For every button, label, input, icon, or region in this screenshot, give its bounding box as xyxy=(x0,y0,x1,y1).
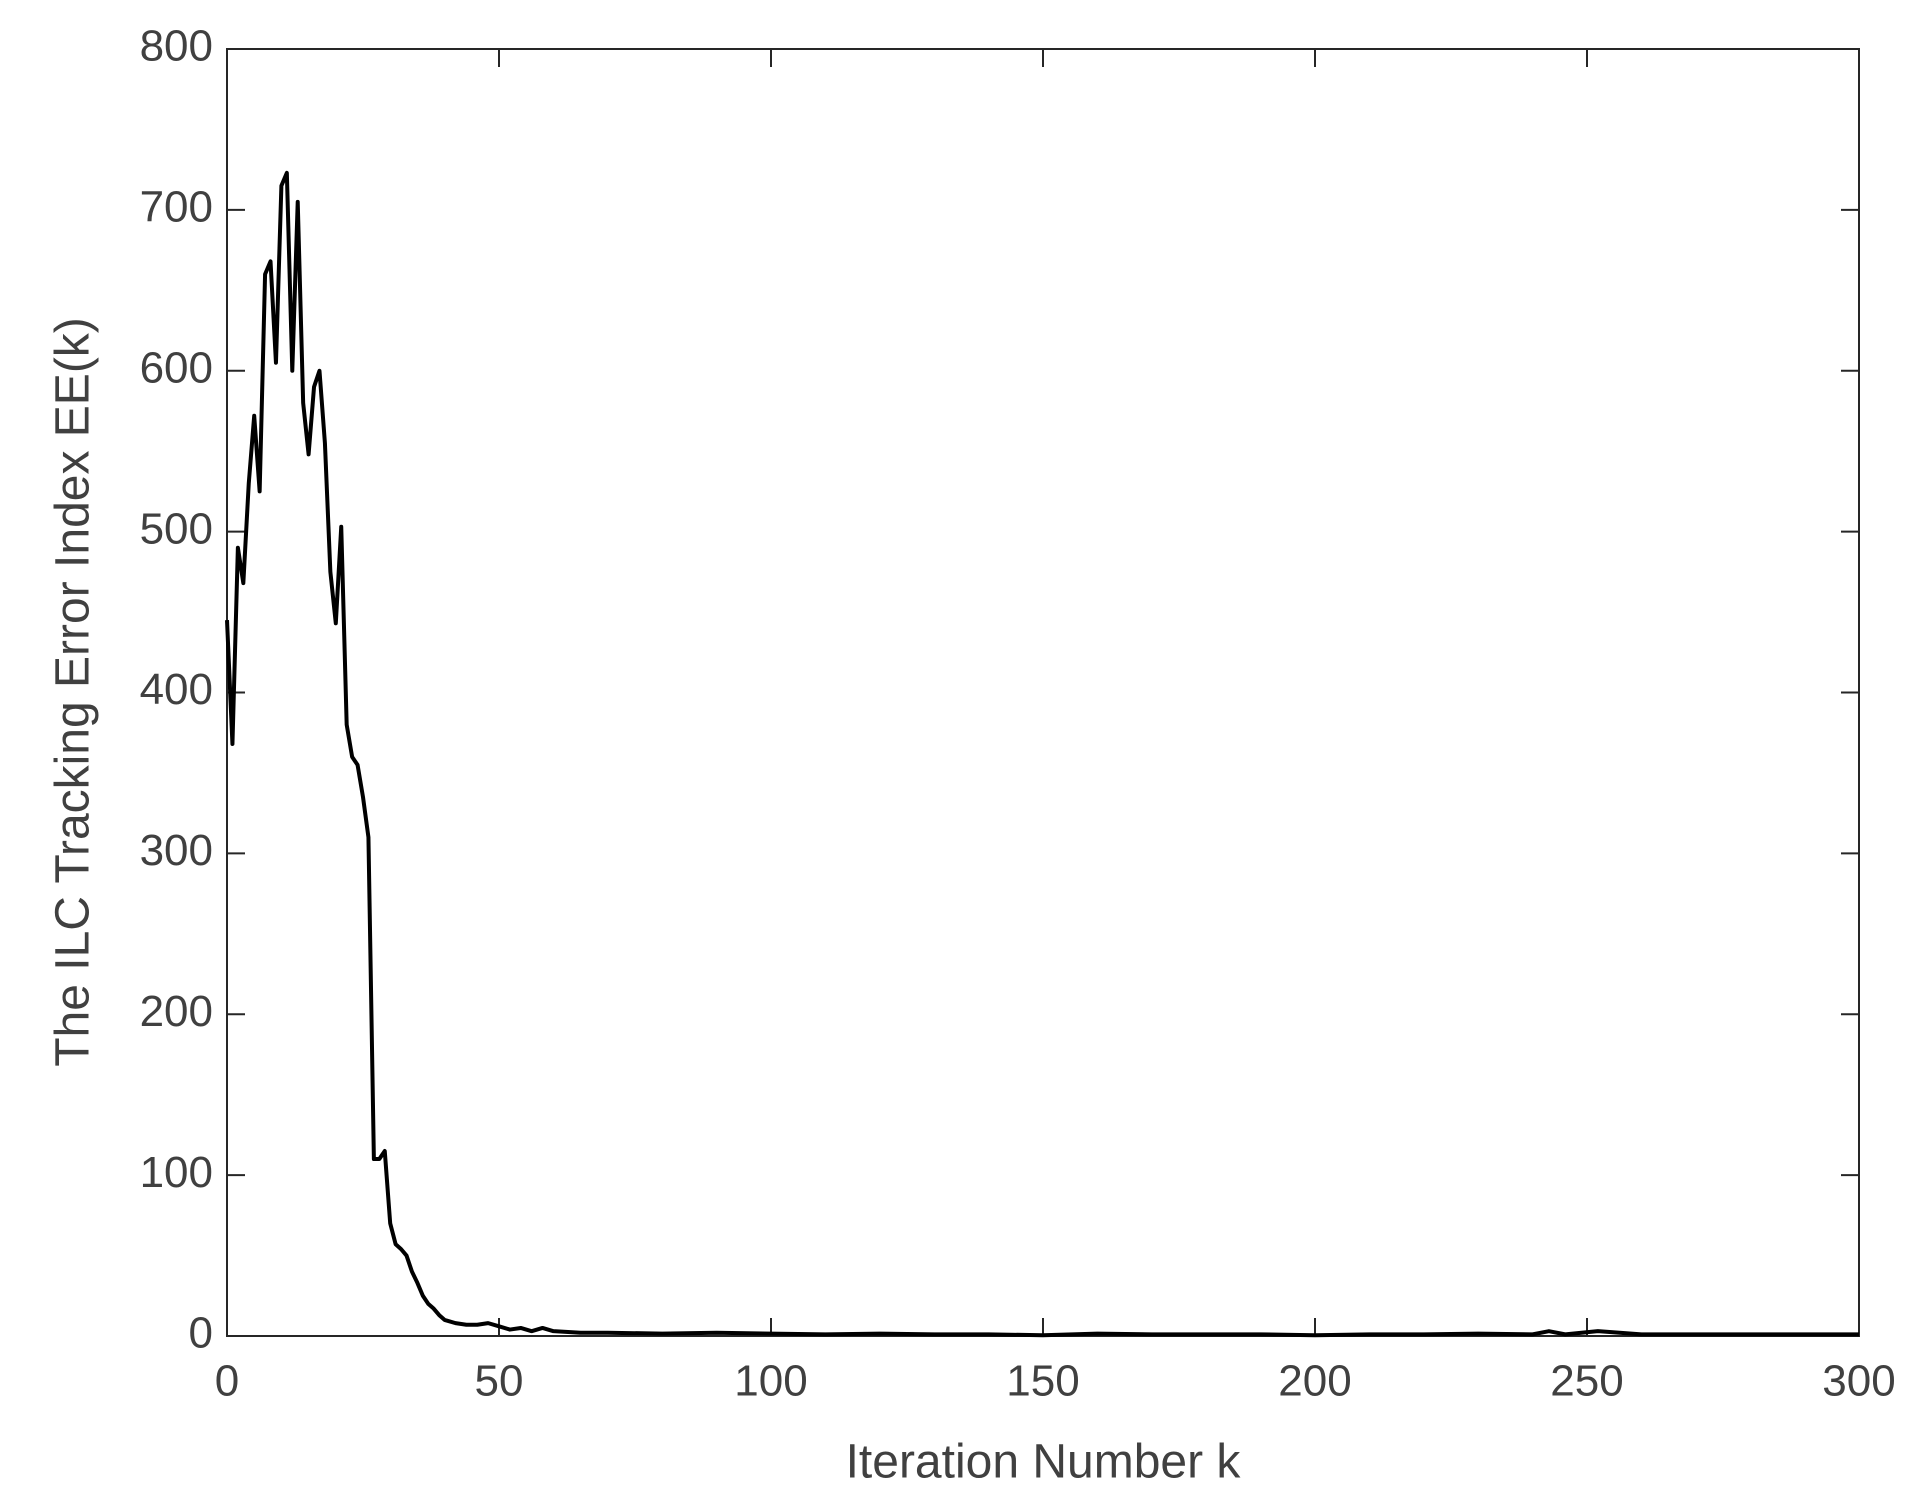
y-tick-label: 600 xyxy=(140,343,213,392)
y-tick-label: 500 xyxy=(140,504,213,553)
x-tick-label: 150 xyxy=(1006,1357,1079,1406)
data-line xyxy=(225,170,1859,1338)
x-tick-label: 100 xyxy=(734,1357,807,1406)
x-tick-label: 200 xyxy=(1278,1357,1351,1406)
y-tick-label: 100 xyxy=(140,1148,213,1197)
y-tick-label: 800 xyxy=(140,22,213,71)
x-tick-label: 300 xyxy=(1822,1357,1895,1406)
x-tick-label: 50 xyxy=(475,1357,524,1406)
y-tick-label: 0 xyxy=(189,1309,213,1358)
y-tick-label: 400 xyxy=(140,665,213,714)
plot-frame xyxy=(226,48,1860,1337)
y-axis-label: The ILC Tracking Error Index EE(k) xyxy=(47,317,100,1067)
y-tick-label: 200 xyxy=(140,987,213,1036)
x-tick-label: 0 xyxy=(215,1357,239,1406)
x-tick-label: 250 xyxy=(1550,1357,1623,1406)
y-tick-label: 700 xyxy=(140,183,213,232)
x-axis-label: Iteration Number k xyxy=(846,1436,1242,1489)
y-tick-label: 300 xyxy=(140,826,213,875)
